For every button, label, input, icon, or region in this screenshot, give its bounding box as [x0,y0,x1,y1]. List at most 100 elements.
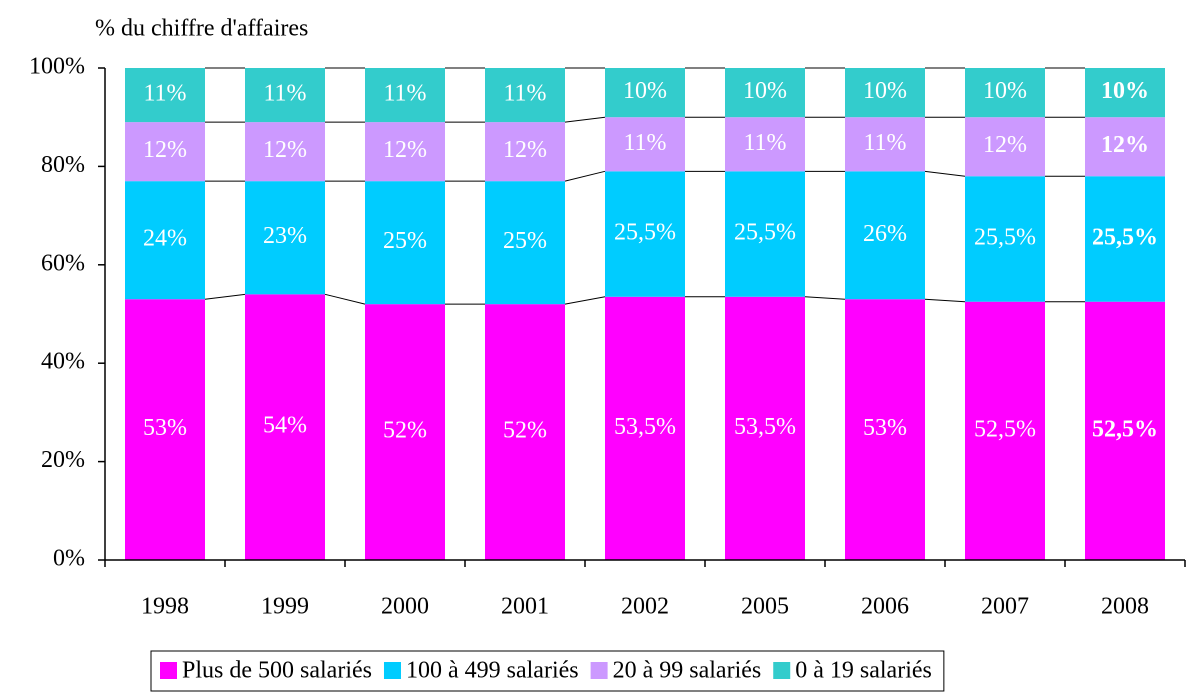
x-tick-label: 2008 [1101,594,1149,620]
value-label: 10% [1101,78,1149,104]
connector [924,170,966,177]
legend-label: 0 à 19 salariés [795,658,932,684]
x-tick-label: 1998 [141,594,189,620]
value-label: 11% [623,130,666,156]
bar-segment [1085,301,1165,560]
x-tick-label: 2007 [981,594,1029,620]
value-label: 26% [863,221,907,247]
value-label: 25,5% [974,224,1036,250]
bar-segment [245,122,325,182]
value-label: 10% [863,78,907,104]
value-label: 25,5% [1092,224,1158,250]
value-label: 10% [623,78,667,104]
bar-segment [245,68,325,123]
legend-swatch [773,662,791,679]
legend-label: 100 à 499 salariés [406,658,579,684]
bar-segment [725,117,805,172]
bar-segment [725,171,805,297]
bar-segment [605,117,685,172]
legend-label: 20 à 99 salariés [613,658,762,684]
value-label: 12% [143,137,187,163]
value-label: 23% [263,223,307,249]
value-label: 10% [983,78,1027,104]
value-label: 25% [503,228,547,254]
value-label: 25,5% [614,220,676,246]
bar-segment [125,181,205,300]
bar-segment [365,68,445,123]
bar-segment [725,68,805,118]
value-label: 54% [263,413,307,439]
value-label: 52% [503,418,547,444]
x-tick-label: 2002 [621,594,669,620]
value-label: 52,5% [974,416,1036,442]
bar-segment [1085,117,1165,177]
bar-segment [125,122,205,182]
x-tick-label: 2001 [501,594,549,620]
bar-segment [965,176,1045,302]
x-tick-label: 2006 [861,594,909,620]
bar-segment [965,117,1045,177]
y-tick-label: 40% [41,349,85,375]
legend: Plus de 500 salariés 100 à 499 salariés 20… [150,650,945,692]
value-label: 53% [143,415,187,441]
value-label: 52,5% [1092,416,1158,442]
connector [564,296,606,305]
legend-swatch [590,662,608,679]
bar-segment [485,68,565,123]
y-tick-label: 0% [53,546,85,572]
connector [204,293,246,300]
y-axis-label: % du chiffre d'affaires [95,16,308,42]
x-tick-label: 1999 [261,594,309,620]
bar-segment [605,68,685,118]
legend-label: Plus de 500 salariés [182,658,372,684]
value-label: 11% [503,81,546,107]
bar-segment [365,304,445,560]
connector [564,170,606,182]
legend-box [150,650,945,692]
connector [324,293,366,305]
value-label: 11% [863,130,906,156]
value-label: 11% [383,81,426,107]
value-label: 11% [743,130,786,156]
bar-segment [245,294,325,560]
value-label: 25,5% [734,220,796,246]
value-label: 10% [743,78,787,104]
value-label: 24% [143,226,187,252]
bar-segment [125,299,205,560]
bar-segment [485,122,565,182]
value-label: 12% [1101,132,1149,158]
bar-segment [965,301,1045,560]
value-label: 12% [383,137,427,163]
legend-swatch [160,662,177,679]
bar-segment [485,181,565,305]
x-tick-label: 2005 [741,594,789,620]
connector [564,116,606,123]
value-label: 11% [143,81,186,107]
bar-segment [845,117,925,172]
y-tick-label: 100% [29,54,85,80]
value-label: 12% [263,137,307,163]
x-tick-label: 2000 [381,594,429,620]
connector [924,298,966,303]
bar-segment [845,299,925,560]
bar-segment [845,171,925,300]
legend-swatch [383,662,401,679]
value-label: 53% [863,415,907,441]
bar-segment [485,304,565,560]
bar-segment [725,296,805,560]
bar-segment [125,68,205,123]
y-tick-label: 20% [41,447,85,473]
bar-segment [965,68,1045,118]
y-tick-label: 80% [41,152,85,178]
bar-segment [245,181,325,295]
value-label: 25% [383,228,427,254]
bar-segment [1085,68,1165,118]
bar-segment [845,68,925,118]
connector [804,296,846,300]
bar-segment [605,296,685,560]
bar-segment [1085,176,1165,302]
value-label: 12% [503,137,547,163]
value-label: 11% [263,81,306,107]
value-label: 53,5% [734,414,796,440]
